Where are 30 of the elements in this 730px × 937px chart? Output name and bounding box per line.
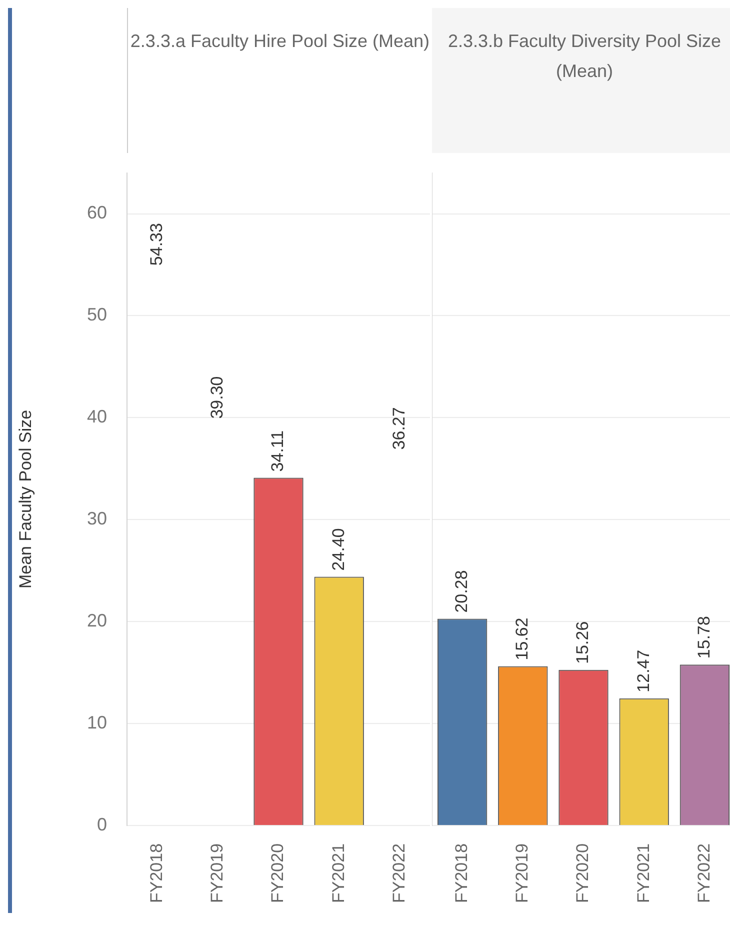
- x-tick-label: FY2020: [573, 843, 592, 904]
- y-axis-title: Mean Faculty Pool Size: [16, 410, 35, 589]
- annotation: 39.30: [208, 376, 227, 419]
- y-tick-label: 60: [86, 202, 107, 223]
- chart-title: 2.3.3.b Faculty Diversity Pool Size (Mean): [432, 8, 730, 153]
- x-tick-label: FY2022: [694, 843, 714, 904]
- x-tick-label: FY2019: [512, 843, 532, 904]
- chart-title: 2.3.3.a Faculty Hire Pool Size (Mean): [127, 8, 432, 153]
- y-tick-label: 10: [86, 712, 107, 732]
- data-label: 15.78: [694, 616, 714, 659]
- y-tick-label: 20: [86, 610, 107, 631]
- data-label: 15.62: [512, 618, 532, 660]
- y-tick-label: 0: [96, 814, 107, 834]
- data-label: 12.47: [634, 650, 653, 692]
- x-tick-label: FY2021: [328, 843, 348, 904]
- x-tick-label: FY2018: [146, 843, 166, 904]
- x-tick-label: FY2018: [452, 843, 471, 904]
- y-tick-label: 50: [86, 304, 107, 325]
- x-tick-label: FY2021: [634, 843, 653, 904]
- data-label: 34.11: [268, 430, 288, 472]
- data-label: 20.28: [452, 570, 471, 613]
- annotation: 54.33: [146, 223, 166, 266]
- data-label: 15.26: [573, 621, 592, 664]
- annotation: 36.27: [389, 407, 408, 450]
- x-tick-label: FY2019: [208, 843, 227, 904]
- y-tick-label: 40: [86, 406, 107, 427]
- y-tick-label: 30: [86, 508, 107, 529]
- x-tick-label: FY2022: [389, 843, 408, 904]
- data-label: 24.40: [328, 528, 348, 571]
- x-tick-label: FY2020: [268, 843, 288, 904]
